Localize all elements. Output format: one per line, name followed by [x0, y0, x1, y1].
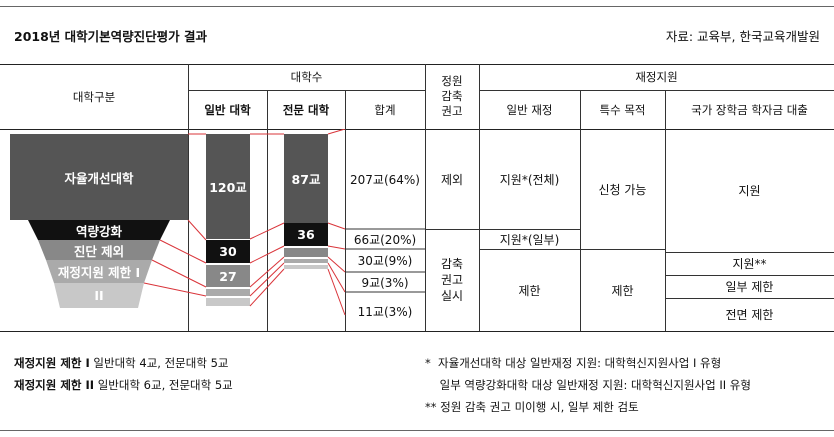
footnote-left-1: 재정지원 제한 I 일반대학 4교, 전문대학 5교: [14, 355, 228, 371]
sp-limited: 제한: [611, 283, 634, 298]
quota-applied: 감축 권고 실시: [440, 257, 464, 303]
total-row-lines: [345, 228, 425, 293]
sch-rule-3: [665, 298, 834, 299]
sch-rule-1: [665, 252, 834, 253]
vline-4: [425, 64, 426, 331]
header-category: 대학구분: [72, 89, 116, 104]
table-bottom-rule: [0, 331, 834, 332]
funding-subheader-rule: [479, 90, 834, 91]
total-limit1: 9교(3%): [361, 275, 409, 290]
bar-junior-mid: [284, 223, 328, 246]
gf-partial: 지원*(일부): [499, 232, 560, 247]
footnote-left-2-text: 일반대학 6교, 전문대학 5교: [94, 378, 233, 392]
funnel-diagram: [10, 129, 425, 316]
sch-rule-2: [665, 275, 834, 276]
bar-junior-limit1: [284, 259, 328, 263]
count-subheader-rule: [188, 90, 425, 91]
total-autonomous: 207교(64%): [350, 172, 420, 187]
gf-limited: 제한: [518, 283, 541, 298]
header-count-group: 대학수: [290, 70, 323, 84]
block-autonomous: [10, 134, 188, 220]
vline-2: [267, 90, 268, 331]
gf-rule-1: [479, 229, 580, 230]
label-general-low: 27: [219, 268, 237, 284]
block-limit2: [54, 283, 144, 308]
sch-support: 지원: [738, 184, 761, 198]
bar-junior-low: [284, 248, 328, 257]
vline-7: [665, 90, 666, 331]
bar-general-top: [206, 134, 250, 239]
bottom-border: [0, 430, 834, 431]
header-bottom-rule: [0, 129, 834, 130]
sch-full: 전면 제한: [725, 308, 774, 322]
header-quota: 정원 감축 권고: [441, 74, 463, 118]
bar-general-limit2: [206, 298, 250, 306]
label-limit1: 재정지원 제한 I: [57, 265, 141, 280]
label-limit2: II: [94, 288, 104, 303]
header-general: 일반 대학: [204, 102, 251, 117]
quota-exempt: 제외: [440, 172, 464, 187]
block-limit1: [46, 260, 152, 283]
sch-support2: 지원**: [732, 257, 767, 271]
footnote-left-2: 재정지원 제한 II 일반대학 6교, 전문대학 5교: [14, 377, 233, 393]
label-general-top: 120교: [209, 180, 247, 195]
vline-3: [345, 90, 346, 331]
footnote-left-1-bold: 재정지원 제한 I: [14, 356, 90, 370]
bar-general-mid: [206, 240, 250, 263]
total-excluded: 30교(9%): [357, 254, 413, 268]
vline-6: [580, 90, 581, 331]
footnote-left-1-text: 일반대학 4교, 전문대학 5교: [89, 356, 229, 370]
footnote-right-2: 일부 역량강화대학 대상 일반재정 지원: 대학혁신지원사업 II 유형: [425, 378, 751, 392]
header-special-purpose: 특수 목적: [599, 102, 646, 117]
bar-junior-top: [284, 134, 328, 223]
total-limit2: 11교(3%): [357, 305, 413, 319]
block-strengthen: [28, 220, 170, 240]
label-autonomous: 자율개선대학: [64, 170, 134, 186]
bar-general-limit1: [206, 289, 250, 296]
gf-rule-2: [479, 249, 665, 250]
header-general-funding: 일반 재정: [506, 102, 553, 117]
label-junior-top: 87교: [291, 172, 321, 187]
source-note: 자료: 교육부, 한국교육개발원: [665, 29, 820, 44]
bar-general-low: [206, 265, 250, 287]
label-strengthen: 역량강화: [75, 223, 122, 239]
label-general-mid: 30: [219, 244, 237, 259]
header-funding-group: 재정지원: [635, 70, 678, 84]
sch-partial: 일부 제한: [725, 280, 774, 294]
footnote-right-1: * 자율개선대학 대상 일반재정 지원: 대학혁신지원사업 I 유형: [425, 356, 722, 370]
page-title: 2018년 대학기본역량진단평가 결과: [14, 29, 207, 44]
bar-junior-limit2: [284, 265, 328, 269]
vline-1: [188, 64, 189, 331]
connector-lines: [143, 129, 346, 316]
footnote-right-3: ** 정원 감축 권고 미이행 시, 일부 제한 검토: [425, 400, 639, 414]
header-total: 합계: [374, 102, 396, 117]
quota-rule: [425, 229, 479, 230]
header-junior: 전문 대학: [282, 102, 330, 117]
table-top-rule: [0, 64, 834, 65]
gf-full: 지원*(전체): [499, 172, 560, 187]
sp-apply: 신청 가능: [598, 182, 647, 197]
header-scholarship: 국가 장학금 학자금 대출: [691, 102, 808, 117]
footnote-left-2-bold: 재정지원 제한 II: [14, 378, 95, 392]
label-excluded: 진단 제외: [73, 243, 125, 259]
vline-5: [479, 64, 480, 331]
block-excluded: [38, 240, 160, 260]
label-junior-mid: 36: [297, 227, 315, 242]
total-strengthen: 66교(20%): [353, 232, 417, 247]
top-border: [0, 6, 834, 7]
